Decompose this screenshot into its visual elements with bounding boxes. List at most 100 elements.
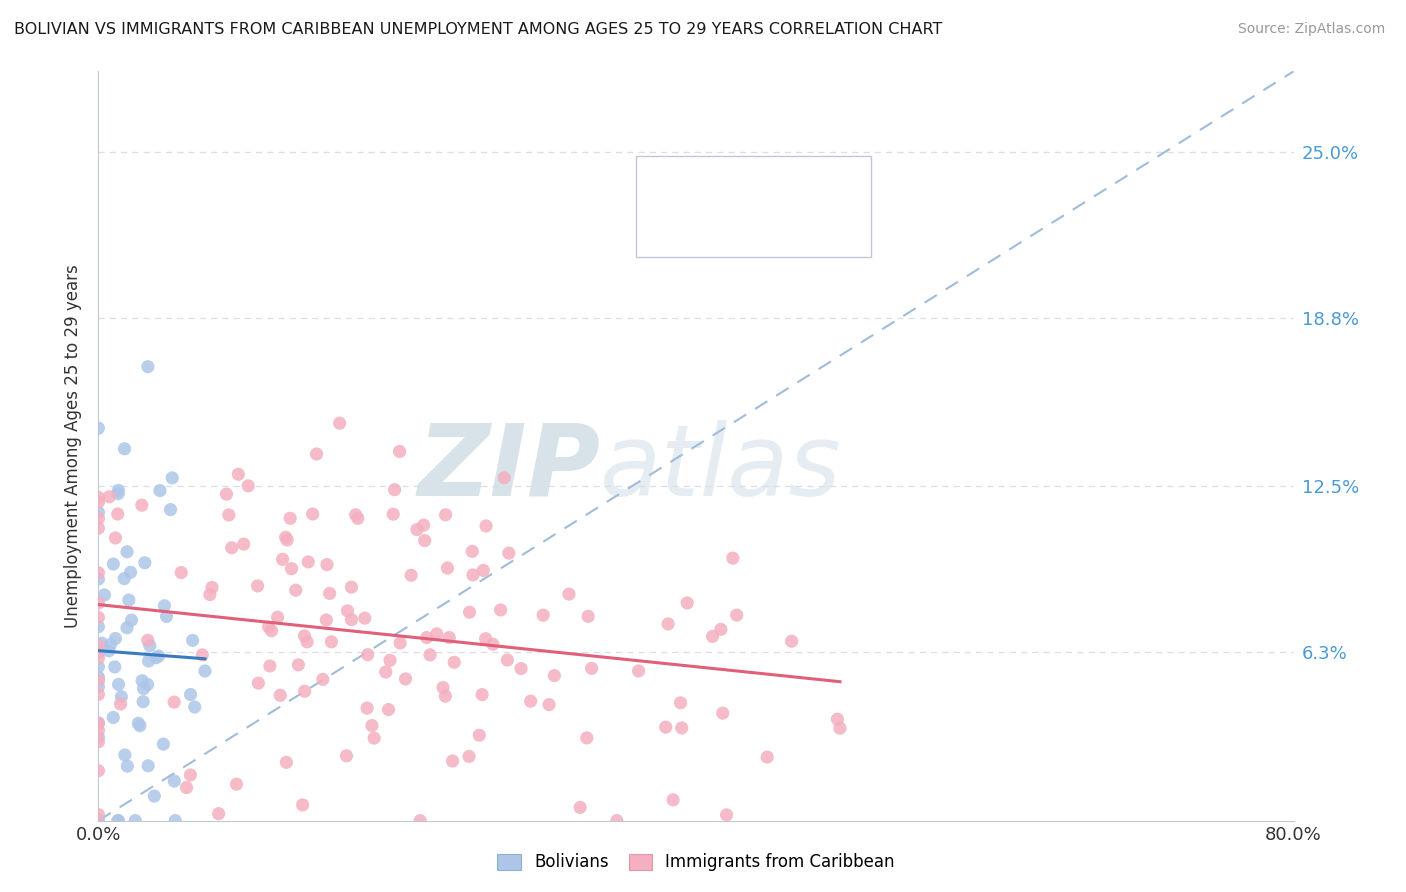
Point [378, 653, 401, 667]
Point [87, 807, 110, 822]
Point [136, 677, 159, 691]
Point [181, 633, 204, 648]
Point [93, 588, 115, 602]
Point [104, 632, 127, 646]
Point [136, 633, 159, 648]
Point [468, 728, 491, 742]
Point [127, 716, 149, 731]
Point [702, 629, 724, 643]
Point [87, 814, 110, 828]
Point [221, 541, 243, 555]
Point [316, 558, 339, 572]
Point [315, 613, 337, 627]
Point [284, 583, 307, 598]
FancyBboxPatch shape [643, 214, 679, 248]
Point [828, 721, 851, 735]
Point [671, 721, 693, 735]
Point [87, 491, 110, 505]
Point [87, 660, 110, 674]
Point [110, 697, 132, 711]
Point [104, 531, 127, 545]
Point [409, 814, 432, 828]
Point [305, 447, 328, 461]
Point [662, 793, 685, 807]
Point [87, 566, 110, 580]
Point [669, 696, 692, 710]
Point [132, 681, 155, 696]
Point [198, 587, 221, 601]
Point [335, 748, 357, 763]
Point [247, 676, 270, 690]
Point [159, 502, 181, 516]
Point [357, 648, 380, 662]
Legend: Bolivians, Immigrants from Caribbean: Bolivians, Immigrants from Caribbean [489, 845, 903, 880]
Point [340, 580, 363, 594]
Point [575, 731, 598, 745]
Point [474, 632, 496, 646]
Point [148, 648, 170, 663]
Point [260, 624, 283, 638]
Point [710, 623, 733, 637]
Point [606, 814, 628, 828]
Point [287, 657, 309, 672]
Point [415, 631, 437, 645]
Point [394, 672, 416, 686]
Text: atlas: atlas [600, 420, 842, 517]
Text: ZIP: ZIP [418, 420, 600, 517]
Point [110, 690, 132, 704]
Point [558, 587, 581, 601]
Point [218, 508, 240, 522]
Point [149, 483, 172, 498]
Point [107, 814, 129, 828]
Point [538, 698, 561, 712]
Point [87, 734, 110, 748]
Point [87, 716, 110, 731]
Point [280, 562, 302, 576]
Point [184, 700, 207, 714]
Point [827, 712, 849, 726]
Point [384, 483, 406, 497]
Point [134, 556, 156, 570]
Point [132, 695, 155, 709]
Point [519, 694, 541, 708]
Point [87, 814, 110, 828]
Point [87, 715, 110, 730]
Point [152, 737, 174, 751]
Point [136, 359, 159, 374]
Text: N = 141: N = 141 [782, 222, 853, 240]
Point [87, 610, 110, 624]
Point [780, 634, 803, 648]
Point [363, 731, 385, 746]
Point [432, 681, 454, 695]
Point [87, 596, 110, 610]
Point [346, 511, 368, 525]
Point [176, 780, 198, 795]
Point [165, 814, 187, 828]
Point [413, 533, 436, 548]
Point [434, 508, 457, 522]
Point [576, 609, 599, 624]
Point [107, 486, 129, 500]
Text: BOLIVIAN VS IMMIGRANTS FROM CARIBBEAN UNEMPLOYMENT AMONG AGES 25 TO 29 YEARS COR: BOLIVIAN VS IMMIGRANTS FROM CARIBBEAN UN… [14, 22, 942, 37]
Point [107, 483, 129, 498]
Point [482, 637, 505, 651]
Point [329, 416, 352, 430]
Point [356, 701, 378, 715]
Point [87, 673, 110, 688]
Point [489, 603, 512, 617]
Point [179, 688, 201, 702]
Point [294, 629, 316, 643]
Text: R = -0.289: R = -0.289 [689, 222, 782, 240]
Point [344, 508, 367, 522]
Point [163, 774, 186, 789]
Point [278, 511, 301, 525]
Point [294, 684, 316, 698]
Point [321, 635, 343, 649]
Point [120, 613, 142, 627]
Point [163, 695, 186, 709]
Point [627, 664, 650, 678]
Point [191, 648, 214, 662]
Point [382, 507, 405, 521]
FancyBboxPatch shape [636, 156, 870, 257]
Point [295, 635, 318, 649]
